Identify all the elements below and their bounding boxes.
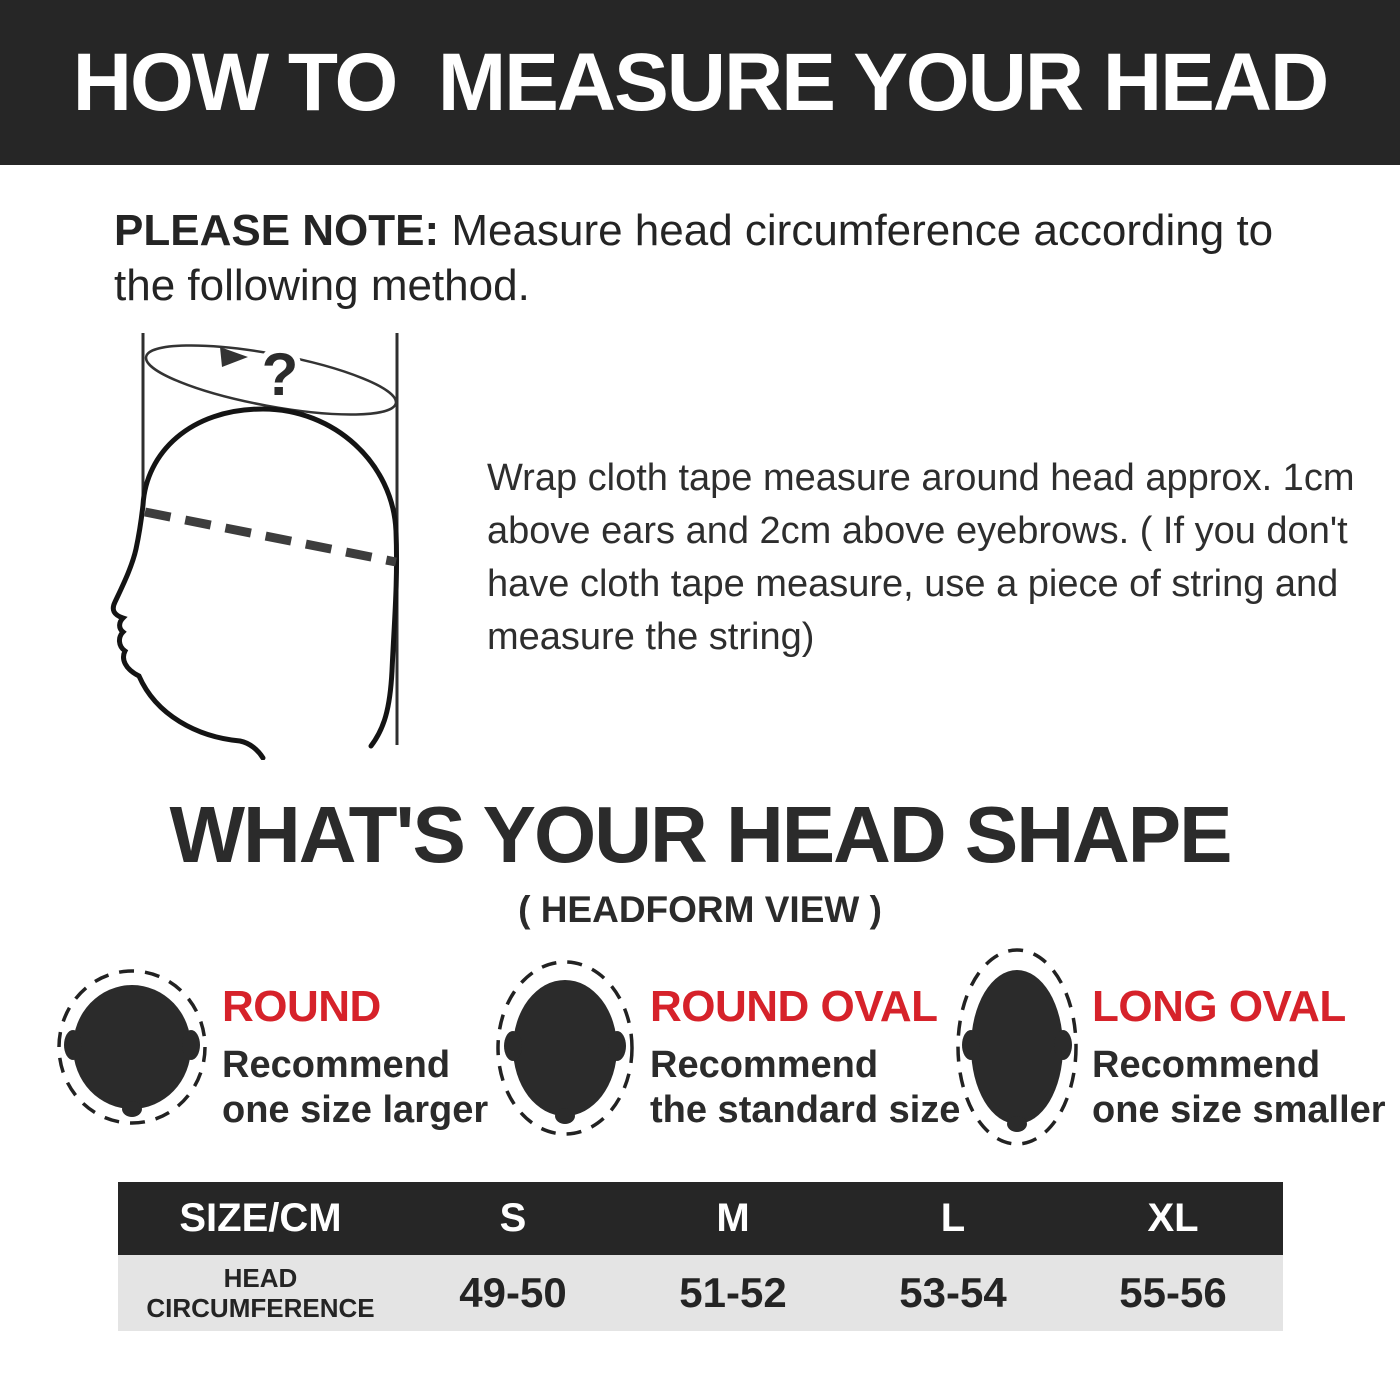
shape-recommendation: one size smaller (1092, 1089, 1386, 1131)
size-table-header: S (499, 1196, 527, 1240)
head-profile-diagram: ? (110, 333, 400, 760)
please-note: PLEASE NOTE: Measure head circumference … (114, 203, 1273, 313)
long-oval-card: LONG OVAL Recommend one size smaller (1092, 985, 1386, 1133)
measuring-instructions: Wrap cloth tape measure around head appr… (487, 452, 1354, 664)
headform-view-subtitle: ( HEADFORM VIEW ) (518, 889, 882, 930)
page-title: HOW TO MEASURE YOUR HEAD (72, 36, 1330, 128)
size-value: 49-50 (459, 1269, 567, 1316)
note-line-1: PLEASE NOTE: Measure head circumference … (114, 203, 1273, 258)
rotation-ellipse-icon (144, 344, 398, 416)
round-head-icon (57, 969, 207, 1125)
size-table: SIZE/CM S M L XL HEAD CIRCUMFERENCE 49-5… (118, 1182, 1283, 1331)
shape-recommendation: the standard size (650, 1089, 961, 1131)
shape-recommendation: Recommend (1092, 1044, 1321, 1086)
round-oval-card: ROUND OVAL Recommend the standard size (650, 985, 960, 1133)
instruction-line: above ears and 2cm above eyebrows. ( If … (487, 510, 1348, 552)
note-text: Measure head circumference according to (451, 206, 1274, 255)
long-oval-head-icon (956, 948, 1078, 1146)
size-value: 51-52 (679, 1269, 787, 1316)
size-table-header: M (716, 1196, 750, 1240)
row-label: HEAD CIRCUMFERENCE (146, 1263, 375, 1323)
question-mark: ? (262, 341, 299, 408)
size-table-header: XL (1147, 1196, 1199, 1240)
round-card: ROUND Recommend one size larger (222, 985, 488, 1133)
instruction-line: Wrap cloth tape measure around head appr… (487, 457, 1355, 499)
head-outline (110, 406, 400, 760)
shape-recommendation: Recommend (650, 1044, 879, 1086)
head-shape-title: WHAT'S YOUR HEAD SHAPE (169, 790, 1232, 879)
header-banner: HOW TO MEASURE YOUR HEAD (0, 0, 1400, 165)
shape-title: LONG OVAL (1092, 982, 1346, 1031)
measurement-dashed-line (144, 507, 397, 567)
arrowhead-icon (220, 347, 248, 367)
size-value: 55-56 (1119, 1269, 1227, 1316)
size-table-header-row: SIZE/CM S M L XL (118, 1182, 1283, 1255)
size-value: 53-54 (899, 1269, 1007, 1316)
round-oval-head-icon (496, 960, 634, 1136)
size-table-row: HEAD CIRCUMFERENCE 49-50 51-52 53-54 55-… (118, 1255, 1283, 1331)
instruction-line: measure the string) (487, 616, 815, 658)
note-label: PLEASE NOTE: (114, 206, 440, 255)
size-table-header: SIZE/CM (179, 1196, 342, 1240)
shape-recommendation: one size larger (222, 1089, 489, 1131)
shape-recommendation: Recommend (222, 1044, 451, 1086)
shape-title: ROUND (222, 982, 381, 1031)
note-line-2: the following method. (114, 261, 530, 310)
size-table-header: L (940, 1196, 966, 1240)
instruction-line: have cloth tape measure, use a piece of … (487, 563, 1339, 605)
shape-title: ROUND OVAL (650, 982, 938, 1031)
